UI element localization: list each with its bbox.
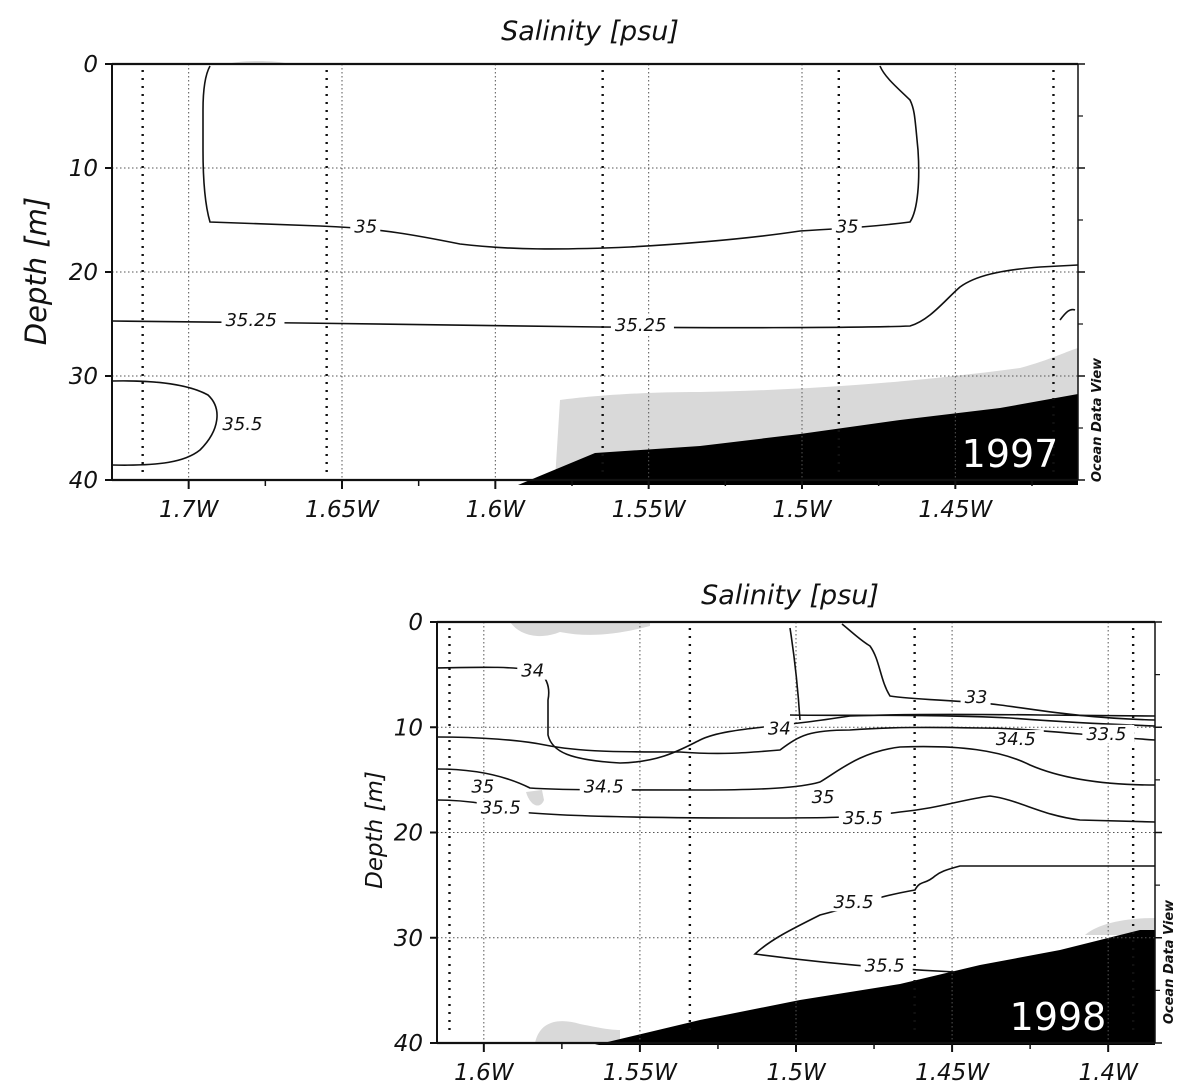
frame-1998 (430, 620, 1162, 1052)
frame-1997 (105, 62, 1085, 489)
y-axis-label-1997: Depth [m] (19, 197, 53, 345)
x-tick-label: 1.45W (915, 1060, 990, 1086)
contour-label-bg (838, 808, 891, 827)
contour-label-bg (860, 956, 913, 975)
shade-bottom-left-1998 (535, 1021, 620, 1043)
y-tick-label: 30 (394, 926, 423, 952)
x-tick-label: 1.6W (454, 1060, 515, 1086)
contour-label-bg (517, 661, 548, 680)
contour-3525-1997 (111, 264, 1079, 329)
grid-1997 (112, 64, 1078, 480)
chart-title-1998: Salinity [psu] (701, 580, 879, 611)
contour-label-bg (831, 217, 862, 236)
contour-label: 33.5 (1086, 724, 1126, 745)
x-tick-label: 1.55W (612, 497, 687, 523)
x-tick-label: 1.65W (305, 497, 380, 523)
x-tick-label: 1.4W (1079, 1060, 1140, 1086)
panel-1997: Salinity [psu] Depth [m] 1.7W 1.65W 1.6W 1.… (19, 16, 1105, 523)
contour-labels-1997: 35 35 35.25 35.25 35.5 (218, 216, 862, 435)
y-tick-label: 30 (69, 364, 98, 390)
year-label-1998: 1998 (1010, 995, 1107, 1039)
contour-33-1998 (841, 623, 1156, 721)
x-tick-label: 1.7W (159, 497, 220, 523)
contour-label-bg (467, 777, 498, 796)
contour-label: 34.5 (584, 776, 624, 797)
x-tick-label: 1.5W (766, 1060, 827, 1086)
contour-label: 34 (521, 661, 544, 682)
contour-345-1998 (436, 726, 1156, 755)
contour-label: 34.5 (996, 729, 1036, 750)
contour-label-bg (807, 787, 838, 806)
y-tick-label: 0 (408, 610, 423, 636)
contour-35-1998 (436, 745, 1156, 791)
contour-label-bg (763, 719, 794, 738)
credit-1997: Ocean Data View (1090, 357, 1105, 482)
credit-1998: Ocean Data View (1162, 899, 1177, 1024)
y-tick-label: 20 (69, 260, 98, 286)
contour-label: 35 (471, 776, 494, 797)
y-tick-label: 20 (394, 821, 423, 847)
contour-label: 35.5 (843, 808, 883, 829)
y-tick-labels-1998: 0 10 20 30 40 (394, 610, 423, 1057)
contour-35-1997 (202, 65, 920, 250)
contour-label: 34 (768, 719, 791, 740)
y-tick-label: 10 (69, 156, 98, 182)
contour-label-bg (960, 687, 991, 706)
y-axis-label-1998: Depth [m] (362, 771, 388, 889)
contour-label: 35.5 (222, 414, 262, 435)
contour-label: 35 (354, 216, 377, 237)
contour-edge-1997 (1059, 308, 1076, 321)
x-tick-label: 1.55W (603, 1060, 678, 1086)
contour-335-1998 (789, 714, 1156, 727)
contour-label-bg (579, 777, 632, 796)
contour-label-bg (476, 798, 529, 817)
x-tick-label: 1.6W (466, 497, 527, 523)
y-tick-label: 0 (83, 52, 98, 78)
contour-label: 33 (965, 687, 988, 708)
y-tick-label: 40 (394, 1031, 423, 1057)
contour-label-bg (350, 217, 381, 236)
y-tick-labels-1997: 0 10 20 30 40 (69, 52, 98, 494)
contour-label: 35.5 (481, 797, 521, 818)
contour-label-bg (991, 730, 1044, 749)
contour-label-bg (221, 311, 285, 329)
contour-34-right-1998 (789, 627, 801, 721)
contour-label: 35.5 (865, 955, 905, 976)
x-tick-label: 1.45W (918, 497, 993, 523)
contour-label: 35.25 (615, 315, 667, 336)
contour-label: 35.25 (225, 310, 277, 331)
year-label-1997: 1997 (962, 432, 1059, 476)
x-tick-labels-1998: 1.6W 1.55W 1.5W 1.45W 1.4W (454, 1060, 1139, 1086)
x-tick-label: 1.5W (772, 497, 833, 523)
x-tick-labels-1997: 1.7W 1.65W 1.6W 1.55W 1.5W 1.45W (159, 497, 994, 523)
contour-label: 35 (836, 216, 859, 237)
y-tick-label: 40 (69, 468, 98, 494)
seafloor-1998 (595, 930, 1155, 1045)
seafloor-1997 (518, 394, 1078, 485)
contour-label: 35.5 (833, 892, 873, 913)
contour-355-1997 (111, 380, 218, 466)
shade-mid-1998 (526, 790, 544, 806)
contour-label: 35 (812, 787, 835, 808)
y-tick-label: 10 (394, 715, 423, 741)
stations-1997 (141, 70, 1055, 472)
contour-label-bg (1082, 724, 1135, 743)
shade-surface-1998 (510, 622, 650, 637)
contour-355a-1998 (436, 795, 1156, 823)
contour-label-bg (610, 316, 674, 335)
contour-label-bg (218, 415, 271, 433)
contour-label-bg (829, 893, 882, 912)
panel-1998: Salinity [psu] Depth [m] 1.6W 1.55W 1.5W 1.… (362, 580, 1177, 1086)
chart-title-1997: Salinity [psu] (501, 16, 679, 47)
